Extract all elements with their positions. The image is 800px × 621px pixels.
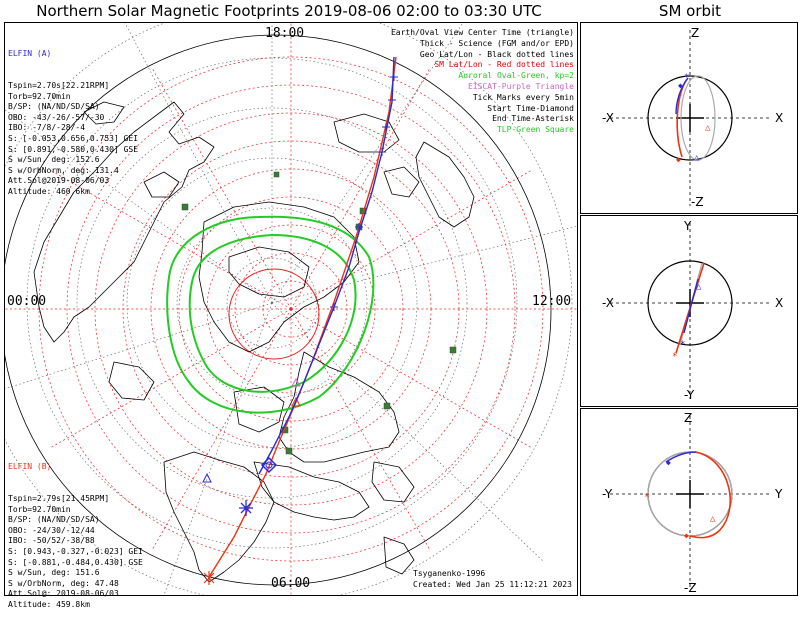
elfin-a-line: S w/OrbNorm, deg: 131.4: [8, 165, 119, 175]
legend-entry: Thick - Science (FGM and/or EPD): [419, 38, 574, 48]
legend-entry: EISCAT-Purple Triangle: [468, 81, 574, 91]
polar-map-svg: [4, 22, 578, 596]
svg-text:◆: ◆: [678, 81, 683, 90]
tlp-square: [383, 402, 391, 410]
elfin-a-info: ELFIN (A) Tspin=2.70s[22.21RPM] Torb=92.7…: [8, 28, 138, 208]
mlt-label-left: 00:00: [7, 294, 47, 309]
elfin-a-line: Tspin=2.70s[22.21RPM]: [8, 80, 110, 90]
legend-entry: SM Lat/Lon - Red dotted lines: [434, 60, 574, 70]
elfin-a-line: IBO: -7/8/-28/-4: [8, 123, 86, 133]
elfin-a-name: ELFIN (A): [8, 49, 52, 59]
sm-panel-xz: * ◆ ◆ △ △ Z -Z -X X: [580, 22, 798, 214]
eiscat-triangle: [291, 377, 301, 387]
sm3-right: Y: [774, 487, 783, 501]
svg-text:△: △: [710, 514, 716, 524]
tlp-square: [273, 171, 280, 178]
elfin-b-line: B/SP: (NA/ND/SD/SA): [8, 515, 100, 525]
mlt-label-top: 18:00: [265, 26, 305, 41]
sm3-top: Z: [684, 411, 692, 425]
elfin-b-line: Att.Sol@: 2019-08-06/03: [8, 589, 119, 599]
svg-text:*: *: [672, 352, 677, 362]
elfin-b-line: Tspin=2.79s[21.45RPM]: [8, 493, 110, 503]
sm-panel-xy: △ * * Y -Y -X X: [580, 215, 798, 407]
elfin-b-line: S w/Sun, deg: 151.6: [8, 568, 100, 578]
sm2-top: Y: [683, 219, 692, 233]
elfin-a-line: B/SP: (NA/ND/SD/SA): [8, 102, 100, 112]
elfin-a-view-triangle: [202, 472, 212, 483]
sm-panel-yz-svg: ◆ * △ ◆ Z -Z -Y Y: [580, 408, 798, 596]
legend-entry: End Time-Asterisk: [492, 114, 574, 124]
legend: Earth/Oval View Center Time (triangle) Th…: [391, 28, 574, 136]
elfin-b-line: OBO: -24/30/-12/44: [8, 525, 95, 535]
tlp-square: [285, 447, 293, 455]
model-credit: Tsyganenko-1996: [413, 569, 486, 578]
sm-panel-yz: ◆ * △ ◆ Z -Z -Y Y: [580, 408, 798, 596]
sm1-right: X: [775, 111, 783, 125]
svg-text:△: △: [696, 282, 702, 292]
elfin-a-line: S: [0.891,-0.580,0.430] GSE: [8, 144, 139, 154]
elfin-a-line: Att.Sol@2019-08-06/03: [8, 176, 110, 186]
svg-text:*: *: [644, 492, 650, 503]
svg-text:◆: ◆: [684, 531, 689, 540]
sm3-bottom: -Z: [684, 581, 697, 595]
sm-grid: [5, 23, 577, 595]
legend-entry: TLP-Green Square: [496, 125, 574, 135]
plot-title: Northern Solar Magnetic Footprints 2019-…: [36, 2, 542, 20]
svg-text:△: △: [705, 123, 711, 133]
elfin-b-line: S w/OrbNorm, deg: 47.48: [8, 578, 119, 588]
polar-map: [4, 22, 578, 596]
elfin-a-line: Torb=92.70min: [8, 91, 71, 101]
sm-panel-xz-svg: * ◆ ◆ △ △ Z -Z -X X: [580, 22, 798, 214]
mlt-label-right: 12:00: [532, 294, 572, 309]
sm1-top: Z: [691, 26, 699, 40]
elfin-a-start-diamond: [260, 456, 278, 474]
elfin-a-lines: Tspin=2.70s[22.21RPM] Torb=92.70min B/SP: …: [8, 81, 138, 198]
legend-entry: Geo Lat/Lon - Black dotted lines: [419, 49, 574, 59]
sm-panel-xy-svg: △ * * Y -Y -X X: [580, 215, 798, 407]
map-frame: [4, 22, 578, 596]
elfin-b-line: S: [0.943,-0.327,-0.023] GEI: [8, 546, 143, 556]
elfin-a-line: S w/Sun, deg: 152.6: [8, 155, 100, 165]
elfin-b-line: IBO: -50/52/-38/88: [8, 536, 95, 546]
elfin-b-line: S: [-0.881,-0.484,0.430] GSE: [8, 557, 143, 567]
mlt-label-bottom: 06:00: [271, 576, 311, 591]
sm-orbit-title: SM orbit: [658, 2, 722, 20]
sm1-bottom: -Z: [691, 195, 704, 209]
sm-pole-circle: [228, 268, 320, 360]
svg-text:◆: ◆: [666, 458, 671, 467]
elfin-b-info: ELFIN (B) Tspin=2.79s[21.45RPM] Torb=92.7…: [8, 441, 143, 621]
legend-entry: Earth/Oval View Center Time (triangle): [390, 28, 574, 37]
svg-text:◆: ◆: [676, 155, 681, 164]
sm2-left: -X: [602, 296, 614, 310]
tlp-square: [449, 346, 457, 354]
legend-entry: Start Time-Diamond: [487, 103, 574, 113]
sm2-bottom: -Y: [684, 388, 695, 402]
elfin-b-name: ELFIN (B): [8, 462, 52, 472]
created-credit: Created: Wed Jan 25 11:12:21 2023: [413, 580, 572, 589]
svg-text:*: *: [680, 340, 685, 350]
svg-text:*: *: [684, 73, 689, 83]
sm3-left: -Y: [602, 487, 613, 501]
svg-text:△: △: [694, 153, 700, 163]
elfin-a-end-asterisk: [239, 500, 253, 516]
sm1-left: -X: [602, 111, 614, 125]
auroral-oval: [166, 215, 375, 414]
elfin-b-line: Altitude: 459.8km: [8, 599, 90, 609]
elfin-b-line: Torb=92.70min: [8, 504, 71, 514]
elfin-a-line: Altitude: 460.6km: [8, 186, 90, 196]
elfin-a-line: S: [-0.053,0.656,0.753] GEI: [8, 133, 139, 143]
elfin-a-line: OBO: -43/-26/-57/-30: [8, 112, 105, 122]
earth-limb: [5, 34, 552, 586]
legend-entry: Tick Marks every 5min: [472, 92, 574, 102]
legend-entry: Auroral Oval-Green, kp=2: [458, 71, 574, 81]
sm2-right: X: [775, 296, 783, 310]
elfin-b-end-asterisk: [203, 571, 215, 585]
elfin-a-track: [202, 56, 398, 516]
tlp-square: [181, 203, 189, 211]
elfin-b-lines: Tspin=2.79s[21.45RPM] Torb=92.70min B/SP: …: [8, 494, 143, 611]
